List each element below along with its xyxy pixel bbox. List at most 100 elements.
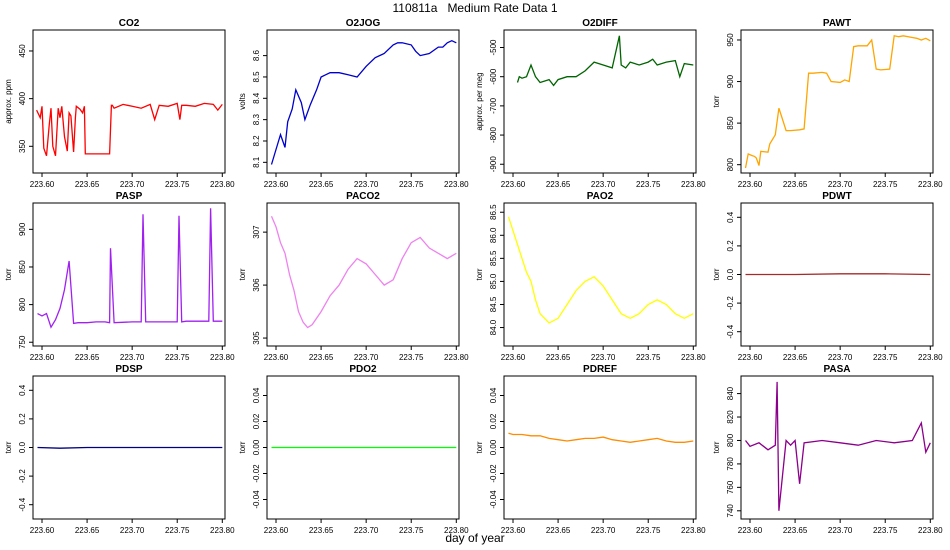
- plot-title: PDSP: [115, 364, 143, 375]
- x-tick-label: 223.65: [546, 353, 571, 362]
- plot-frame: [32, 202, 226, 347]
- y-tick-label: 800: [726, 433, 735, 447]
- plot-frame: [266, 202, 460, 347]
- x-tick-label: 223.70: [591, 353, 616, 362]
- y-tick-label: -0.02: [252, 464, 261, 483]
- x-tick-label: 223.80: [681, 353, 706, 362]
- y-tick-label: 0.0: [18, 441, 27, 453]
- y-tick-label: 0.00: [489, 439, 498, 455]
- y-tick-label: 8.3: [252, 114, 261, 126]
- plot-o2diff: O2DIFF approx. per meg 223.60 223.65 223.70 2…: [475, 18, 706, 189]
- y-tick-label: 85.5: [489, 250, 498, 266]
- plot-title: PDWT: [822, 191, 851, 202]
- y-tick-label: -0.04: [252, 490, 261, 509]
- plot-o2jog: O2JOG volts 223.60 223.65 223.70 223.75 223.80…: [238, 18, 469, 189]
- y-tick-label: 0.4: [726, 211, 735, 223]
- y-tick-label: 84.0: [489, 319, 498, 335]
- x-tick-label: 223.65: [546, 526, 571, 535]
- x-tick-label: 223.60: [264, 526, 289, 535]
- y-tick-label: -600: [489, 68, 498, 85]
- x-tick-label: 223.80: [210, 180, 235, 189]
- y-tick-label: 750: [18, 335, 27, 349]
- y-tick-label: -0.02: [489, 464, 498, 483]
- plot-frame: [503, 202, 697, 347]
- y-axis-label: torr: [475, 268, 484, 280]
- x-tick-label: 223.75: [636, 180, 661, 189]
- x-tick-label: 223.70: [828, 353, 853, 362]
- x-tick-label: 223.80: [918, 353, 943, 362]
- y-tick-label: 307: [252, 225, 261, 239]
- y-tick-label: 0.04: [489, 387, 498, 403]
- plot-pdo2: PDO2 torr 223.60 223.65 223.70 223.75 223.80 -0…: [238, 364, 469, 535]
- x-tick-label: 223.75: [399, 526, 424, 535]
- plot-paco2: PACO2 torr 223.60 223.65 223.70 223.75 223.80 3…: [238, 191, 469, 362]
- x-tick-label: 223.60: [501, 180, 526, 189]
- y-tick-label: -0.2: [18, 469, 27, 483]
- x-tick-label: 223.80: [210, 526, 235, 535]
- x-tick-label: 223.70: [828, 526, 853, 535]
- x-tick-label: 223.60: [264, 180, 289, 189]
- plot-frame: [32, 29, 226, 174]
- x-tick-label: 223.75: [165, 526, 190, 535]
- y-tick-label: 86.0: [489, 227, 498, 243]
- y-tick-label: 0.4: [18, 384, 27, 396]
- y-tick-label: 8.6: [252, 50, 261, 62]
- plot-title: O2JOG: [346, 18, 381, 29]
- y-tick-label: -0.04: [489, 490, 498, 509]
- plot-title: PDO2: [349, 364, 377, 375]
- x-tick-label: 223.70: [591, 180, 616, 189]
- y-axis-label: torr: [4, 268, 13, 280]
- y-tick-label: -0.4: [18, 497, 27, 511]
- x-axis-label: day of year: [445, 531, 505, 545]
- y-tick-label: 84.5: [489, 296, 498, 312]
- y-axis-label: approx. per meg: [475, 72, 484, 130]
- plot-pao2: PAO2 torr 223.60 223.65 223.70 223.75 223.80 84…: [475, 191, 706, 362]
- y-axis-label: torr: [712, 441, 721, 453]
- x-tick-label: 223.75: [636, 526, 661, 535]
- x-tick-label: 223.65: [783, 526, 808, 535]
- y-axis-label: torr: [238, 441, 247, 453]
- x-tick-label: 223.70: [120, 526, 145, 535]
- x-tick-label: 223.60: [501, 526, 526, 535]
- x-tick-label: 223.70: [120, 353, 145, 362]
- x-tick-label: 223.65: [75, 526, 100, 535]
- x-tick-label: 223.60: [738, 526, 763, 535]
- series-line: [745, 273, 931, 276]
- x-tick-label: 223.65: [546, 180, 571, 189]
- y-tick-label: -800: [489, 127, 498, 144]
- series-line: [516, 35, 694, 87]
- plot-title: PAWT: [823, 18, 851, 29]
- x-tick-label: 223.70: [120, 180, 145, 189]
- x-tick-label: 223.75: [873, 526, 898, 535]
- x-tick-label: 223.70: [828, 180, 853, 189]
- y-tick-label: 0.02: [489, 413, 498, 429]
- y-tick-label: 85.0: [489, 273, 498, 289]
- y-axis-label: approx. ppm: [4, 79, 13, 124]
- x-tick-label: 223.60: [738, 353, 763, 362]
- series-line: [37, 208, 223, 329]
- y-tick-label: -0.4: [726, 324, 735, 338]
- plot-title: PACO2: [346, 191, 380, 202]
- y-tick-label: 840: [726, 386, 735, 400]
- x-tick-label: 223.80: [444, 353, 469, 362]
- plot-title: PASP: [116, 191, 143, 202]
- plot-pdsp: PDSP torr 223.60 223.65 223.70 223.75 223.80 -0…: [4, 364, 235, 535]
- x-tick-label: 223.65: [309, 526, 334, 535]
- x-tick-label: 223.80: [444, 180, 469, 189]
- plot-title: PAO2: [587, 191, 614, 202]
- plot-frame: [740, 29, 934, 174]
- y-tick-label: 305: [252, 331, 261, 345]
- figure-title: 110811a Medium Rate Data 1: [392, 1, 558, 15]
- x-tick-label: 223.75: [873, 353, 898, 362]
- series-line: [270, 215, 457, 329]
- y-tick-label: 760: [726, 480, 735, 494]
- y-tick-label: 800: [726, 157, 735, 171]
- x-tick-label: 223.65: [783, 353, 808, 362]
- plot-frame: [503, 29, 697, 174]
- x-tick-label: 223.60: [30, 180, 55, 189]
- y-tick-label: 900: [726, 74, 735, 88]
- y-axis-label: volts: [238, 93, 247, 109]
- plot-frame: [503, 375, 697, 520]
- x-tick-label: 223.70: [354, 353, 379, 362]
